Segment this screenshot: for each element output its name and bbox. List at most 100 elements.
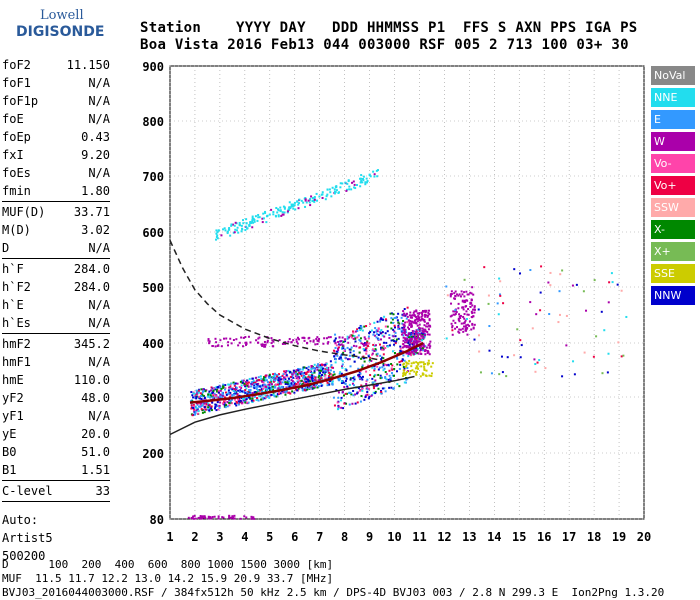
echo-point <box>312 386 315 389</box>
echo-point <box>294 374 297 377</box>
echo-point <box>365 352 368 355</box>
echo-point <box>428 346 431 349</box>
echo-point <box>365 370 368 373</box>
echo-point <box>228 227 231 230</box>
echo-point <box>334 358 337 361</box>
echo-point <box>281 211 284 214</box>
echo-point <box>318 374 321 377</box>
echo-point <box>478 334 481 337</box>
echo-point <box>407 326 410 329</box>
echo-point <box>244 389 247 392</box>
echo-point <box>223 337 226 340</box>
echo-point <box>377 327 380 330</box>
echo-point <box>290 379 293 382</box>
echo-point <box>300 374 303 377</box>
echo-point <box>221 396 224 399</box>
echo-point <box>361 329 364 332</box>
echo-point <box>338 336 341 339</box>
echo-point <box>208 340 211 343</box>
echo-point <box>388 337 391 340</box>
echo-point <box>573 373 576 376</box>
echo-point <box>306 341 309 344</box>
echo-point <box>422 328 425 331</box>
echo-point <box>282 373 285 376</box>
echo-point <box>402 334 405 337</box>
echo-point <box>256 219 259 222</box>
echo-point <box>344 367 347 370</box>
echo-point <box>346 182 349 185</box>
echo-point <box>275 206 278 209</box>
echo-point <box>422 331 425 334</box>
echo-point <box>236 393 239 396</box>
echo-point <box>196 412 199 415</box>
param-row: B1 1.51 <box>2 461 110 479</box>
echo-point <box>408 359 411 362</box>
echo-point <box>422 336 425 339</box>
echo-point <box>331 383 334 386</box>
echo-point <box>240 224 243 227</box>
echo-point <box>249 222 252 225</box>
echo-point <box>335 350 338 353</box>
echo-point <box>360 326 363 329</box>
echo-point <box>513 268 516 271</box>
echo-point <box>274 215 277 218</box>
y-tick-label: 700 <box>142 170 164 184</box>
echo-point <box>322 367 325 370</box>
echo-point <box>540 265 543 268</box>
echo-point <box>385 378 388 381</box>
echo-point <box>419 346 422 349</box>
echo-point <box>230 402 233 405</box>
echo-point <box>361 375 364 378</box>
echo-point <box>207 515 210 518</box>
param-value: 0.43 <box>81 130 110 144</box>
echo-point <box>403 325 406 328</box>
echo-point <box>248 389 251 392</box>
echo-point <box>408 372 411 375</box>
echo-point <box>359 372 362 375</box>
x-tick-label: 9 <box>366 530 373 544</box>
echo-point <box>345 377 348 380</box>
echo-point <box>353 186 356 189</box>
echo-point <box>236 226 239 229</box>
echo-point <box>243 396 246 399</box>
echo-point <box>345 369 348 372</box>
echo-point <box>406 315 409 318</box>
echo-point <box>222 386 225 389</box>
echo-point <box>446 294 449 297</box>
echo-point <box>385 364 388 367</box>
echo-point <box>317 379 320 382</box>
echo-point <box>297 207 300 210</box>
echo-point <box>406 345 409 348</box>
echo-point <box>270 337 273 340</box>
echo-point <box>257 382 260 385</box>
echo-point <box>203 406 206 409</box>
param-label: M(D) <box>2 223 31 237</box>
echo-point <box>415 337 418 340</box>
echo-point <box>253 220 256 223</box>
echo-point <box>319 382 322 385</box>
echo-point <box>418 327 421 330</box>
echo-point <box>256 341 259 344</box>
echo-point <box>405 312 408 315</box>
echo-point <box>360 376 363 379</box>
echo-point <box>310 195 313 198</box>
echo-point <box>405 339 408 342</box>
echo-point <box>462 330 465 333</box>
echo-point <box>386 345 389 348</box>
echo-point <box>217 229 220 232</box>
echo-point <box>313 380 316 383</box>
echo-point <box>380 329 383 332</box>
echo-point <box>393 367 396 370</box>
echo-point <box>461 306 464 309</box>
echo-point <box>413 340 416 343</box>
echo-point <box>421 334 424 337</box>
param-row: yF2 48.0 <box>2 389 110 407</box>
echo-point <box>413 332 416 335</box>
echo-point <box>199 395 202 398</box>
param-row: h`Es N/A <box>2 314 110 332</box>
echo-point <box>464 327 467 330</box>
echo-point <box>273 395 276 398</box>
echo-point <box>473 308 476 311</box>
echo-point <box>194 410 197 413</box>
echo-point <box>339 182 342 185</box>
